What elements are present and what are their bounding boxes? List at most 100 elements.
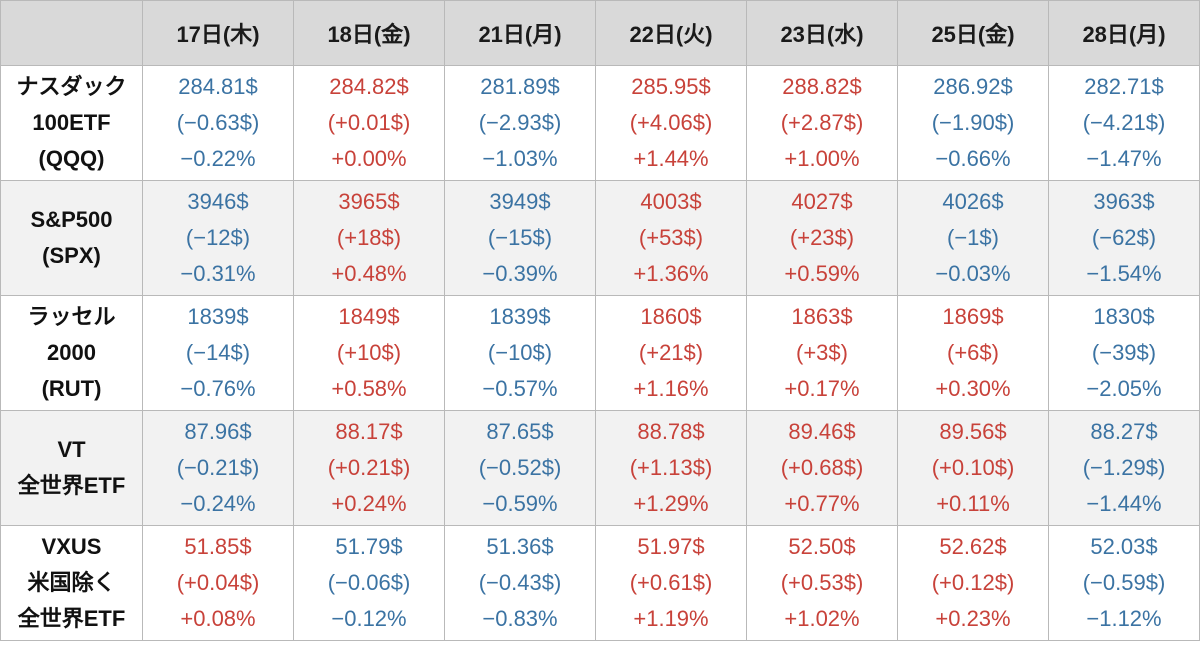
change-value: (−39$) [1091,340,1157,365]
price-cell: 3965$ (+18$) +0.48% [293,180,445,296]
price-cell: 1830$ (−39$) −2.05% [1048,295,1200,411]
change-value: (−1$) [947,225,999,250]
change-value: (+53$) [638,225,704,250]
price-cell: 51.85$ (+0.04$) +0.08% [142,525,294,641]
price-value: 281.89$ [480,74,560,99]
price-value: 88.27$ [1090,419,1158,444]
price-value: 88.17$ [335,419,403,444]
change-value: (−0.06$) [327,570,411,595]
table-body: ナスダック 100ETF (QQQ) 284.81$ (−0.63$) −0.22% 284… [0,65,1200,641]
price-value: 1863$ [791,304,853,329]
change-value: (+2.87$) [780,110,864,135]
price-value: 52.50$ [788,534,856,559]
price-value: 1849$ [338,304,400,329]
change-value: (+10$) [336,340,402,365]
price-value: 4026$ [942,189,1004,214]
day-header: 21日(月) [444,0,596,66]
percent-change: +0.48% [331,261,407,286]
price-value: 1860$ [640,304,702,329]
price-cell: 88.27$ (−1.29$) −1.44% [1048,410,1200,526]
price-value: 89.46$ [788,419,856,444]
change-value: (−1.29$) [1082,455,1166,480]
percent-change: −0.59% [482,491,558,516]
change-value: (+6$) [947,340,999,365]
price-value: 4027$ [791,189,853,214]
change-value: (−15$) [487,225,553,250]
price-value: 1869$ [942,304,1004,329]
price-cell: 88.17$ (+0.21$) +0.24% [293,410,445,526]
change-value: (−0.59$) [1082,570,1166,595]
price-cell: 52.62$ (+0.12$) +0.23% [897,525,1049,641]
change-value: (+1.13$) [629,455,713,480]
percent-change: +0.17% [784,376,860,401]
percent-change: +1.19% [633,606,709,631]
price-value: 1839$ [187,304,249,329]
percent-change: −0.76% [180,376,256,401]
change-value: (+23$) [789,225,855,250]
price-cell: 88.78$ (+1.13$) +1.29% [595,410,747,526]
price-cell: 87.65$ (−0.52$) −0.59% [444,410,596,526]
change-value: (−14$) [185,340,251,365]
row-label: ラッセル 2000 (RUT) [0,295,143,411]
price-cell: 89.46$ (+0.68$) +0.77% [746,410,898,526]
price-value: 3963$ [1093,189,1155,214]
row-label-line: (QQQ) [38,146,105,171]
change-value: (−2.93$) [478,110,562,135]
change-value: (−0.63$) [176,110,260,135]
row-label-line: S&P500 [30,207,113,232]
row-label-line: ラッセル [27,304,116,329]
price-cell: 52.03$ (−0.59$) −1.12% [1048,525,1200,641]
table-row: ラッセル 2000 (RUT) 1839$ (−14$) −0.76% 1849$ (+10$… [0,295,1200,411]
percent-change: −1.12% [1086,606,1162,631]
day-header: 25日(金) [897,0,1049,66]
percent-change: −1.54% [1086,261,1162,286]
price-cell: 1849$ (+10$) +0.58% [293,295,445,411]
change-value: (+0.12$) [931,570,1015,595]
price-value: 51.97$ [637,534,705,559]
percent-change: +1.00% [784,146,860,171]
price-cell: 286.92$ (−1.90$) −0.66% [897,65,1049,181]
row-label: ナスダック 100ETF (QQQ) [0,65,143,181]
change-value: (−0.21$) [176,455,260,480]
percent-change: −0.22% [180,146,256,171]
percent-change: −1.03% [482,146,558,171]
price-cell: 284.82$ (+0.01$) +0.00% [293,65,445,181]
percent-change: +0.23% [935,606,1011,631]
table-row: VXUS 米国除く 全世界ETF 51.85$ (+0.04$) +0.08% 51.79$… [0,525,1200,641]
percent-change: +1.36% [633,261,709,286]
change-value: (+0.10$) [931,455,1015,480]
price-cell: 51.97$ (+0.61$) +1.19% [595,525,747,641]
change-value: (−0.43$) [478,570,562,595]
row-label: VXUS 米国除く 全世界ETF [0,525,143,641]
price-cell: 89.56$ (+0.10$) +0.11% [897,410,1049,526]
change-value: (+18$) [336,225,402,250]
price-value: 284.82$ [329,74,409,99]
day-header: 28日(月) [1048,0,1200,66]
change-value: (−12$) [185,225,251,250]
row-label-line: (RUT) [41,376,102,401]
price-cell: 4027$ (+23$) +0.59% [746,180,898,296]
change-value: (−0.52$) [478,455,562,480]
percent-change: −0.12% [331,606,407,631]
price-value: 88.78$ [637,419,705,444]
price-value: 286.92$ [933,74,1013,99]
price-cell: 3949$ (−15$) −0.39% [444,180,596,296]
percent-change: −1.44% [1086,491,1162,516]
percent-change: −0.03% [935,261,1011,286]
row-label-line: 全世界ETF [17,473,126,498]
price-cell: 288.82$ (+2.87$) +1.00% [746,65,898,181]
price-cell: 1863$ (+3$) +0.17% [746,295,898,411]
header-corner-cell [0,0,143,66]
price-cell: 87.96$ (−0.21$) −0.24% [142,410,294,526]
price-cell: 3963$ (−62$) −1.54% [1048,180,1200,296]
price-value: 284.81$ [178,74,258,99]
percent-change: +0.59% [784,261,860,286]
price-value: 282.71$ [1084,74,1164,99]
price-value: 285.95$ [631,74,711,99]
percent-change: +0.11% [936,491,1010,516]
price-cell: 284.81$ (−0.63$) −0.22% [142,65,294,181]
price-cell: 3946$ (−12$) −0.31% [142,180,294,296]
price-value: 89.56$ [939,419,1007,444]
price-cell: 1839$ (−14$) −0.76% [142,295,294,411]
